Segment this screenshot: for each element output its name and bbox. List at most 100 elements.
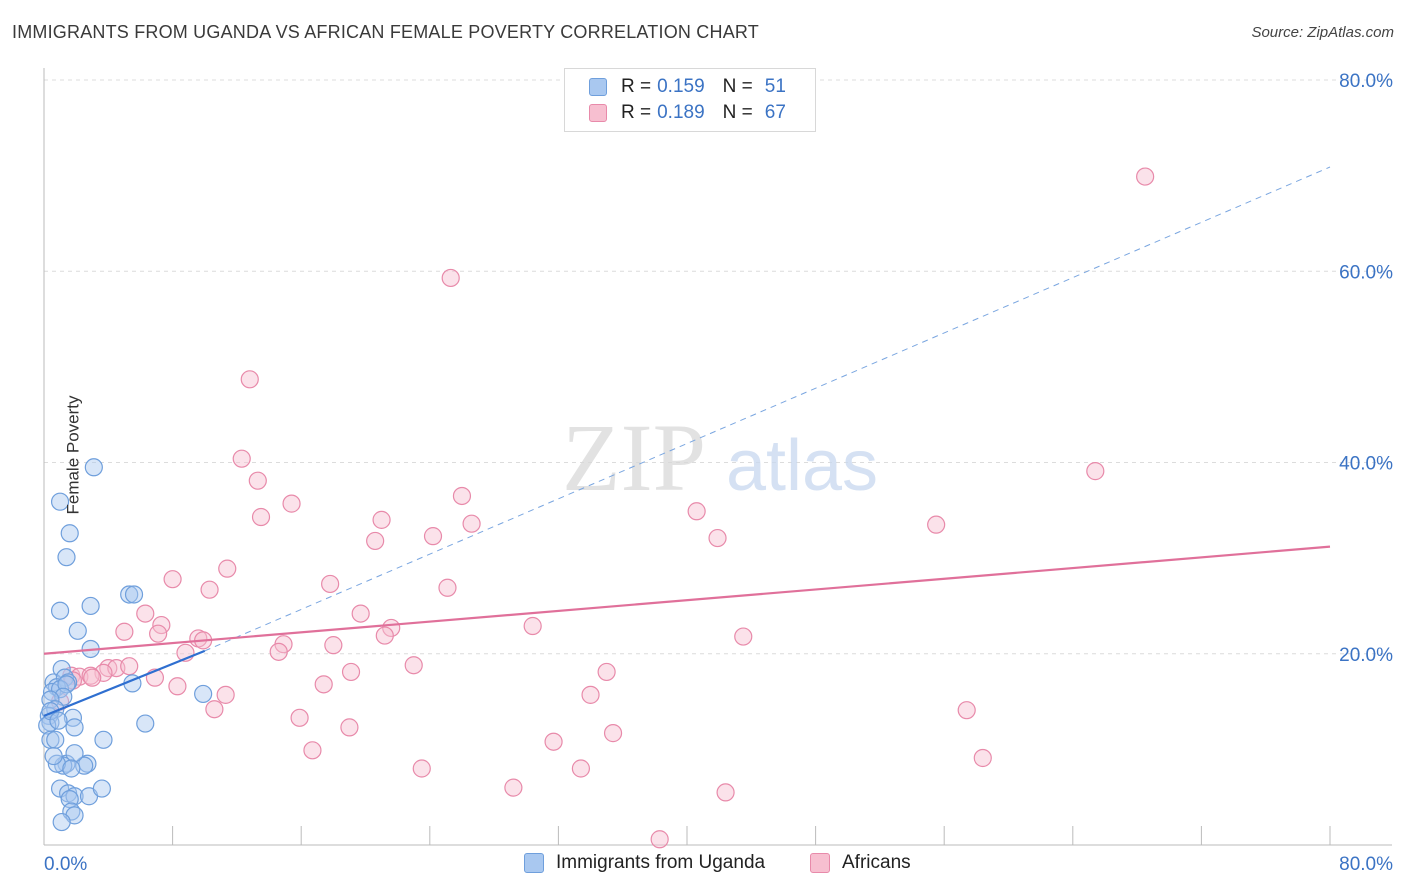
data-point-pink bbox=[341, 662, 361, 682]
x-tick-label: 0.0% bbox=[44, 854, 87, 875]
data-point-blue bbox=[124, 585, 144, 604]
y-tick-label: 40.0% bbox=[1339, 454, 1393, 475]
data-point-blue bbox=[92, 779, 111, 798]
data-point-blue bbox=[136, 714, 155, 733]
data-point-pink bbox=[205, 700, 224, 719]
data-point-pink bbox=[452, 486, 472, 506]
data-point-blue bbox=[81, 596, 100, 616]
data-point-pink bbox=[218, 559, 237, 578]
y-tick-label: 80.0% bbox=[1339, 71, 1393, 92]
data-point-pink bbox=[581, 685, 600, 704]
trend-line-dashed-blue bbox=[204, 166, 1331, 652]
data-point-blue bbox=[50, 492, 70, 511]
data-point-pink bbox=[149, 624, 168, 643]
legend-item-africans[interactable]: Africans bbox=[810, 852, 911, 874]
data-point-pink bbox=[269, 642, 288, 661]
trend-line-blue bbox=[43, 649, 206, 717]
legend-r-value: 0.189 bbox=[657, 102, 705, 123]
data-point-pink bbox=[716, 783, 735, 802]
legend-swatch-pink bbox=[810, 853, 830, 873]
data-point-pink bbox=[163, 570, 182, 589]
data-point-pink bbox=[303, 741, 322, 760]
data-point-pink bbox=[544, 732, 563, 751]
legend-n-value: 51 bbox=[764, 76, 786, 97]
legend-label-africans: Africans bbox=[842, 852, 911, 873]
axis-layer bbox=[43, 68, 1392, 846]
data-point-pink bbox=[504, 778, 523, 797]
y-axis-label: Female Poverty bbox=[63, 395, 83, 515]
data-point-pink bbox=[200, 580, 219, 599]
data-point-pink bbox=[571, 759, 591, 778]
data-point-blue bbox=[60, 524, 79, 543]
legend-swatch-blue bbox=[524, 853, 544, 873]
source-label: Source: ZipAtlas.com bbox=[1251, 24, 1394, 41]
data-point-blue bbox=[84, 458, 103, 477]
data-point-pink bbox=[115, 622, 134, 641]
data-point-pink bbox=[441, 268, 460, 288]
data-point-pink bbox=[973, 748, 992, 768]
data-point-pink bbox=[83, 668, 102, 687]
data-point-pink bbox=[136, 604, 155, 623]
data-point-pink bbox=[597, 662, 616, 682]
data-point-blue bbox=[94, 730, 113, 749]
y-tick-label: 60.0% bbox=[1339, 262, 1393, 283]
trend-layer bbox=[43, 166, 1331, 717]
data-point-pink bbox=[248, 471, 267, 490]
data-point-pink bbox=[404, 656, 423, 675]
data-point-blue bbox=[194, 684, 213, 704]
data-point-pink bbox=[1136, 167, 1155, 186]
data-point-pink bbox=[734, 627, 753, 646]
legend-r-label: R = bbox=[621, 76, 652, 97]
legend-swatch-pink bbox=[589, 104, 607, 122]
legend-item-uganda[interactable]: Immigrants from Uganda bbox=[524, 852, 765, 874]
data-point-pink bbox=[324, 636, 343, 655]
data-point-pink bbox=[957, 701, 976, 720]
grid-layer bbox=[44, 79, 1392, 655]
y-tick-label: 20.0% bbox=[1339, 645, 1393, 666]
legend-n-value: 67 bbox=[764, 102, 786, 123]
data-point-blue bbox=[50, 601, 70, 620]
legend-row-africans: R = 0.189 N = 67 bbox=[589, 101, 786, 125]
watermark: ZIP atlas bbox=[562, 404, 878, 511]
data-point-pink bbox=[687, 502, 706, 521]
legend-r-label: R = bbox=[621, 102, 652, 123]
data-point-pink bbox=[366, 531, 385, 551]
legend-label-uganda: Immigrants from Uganda bbox=[556, 852, 766, 873]
chart-title: IMMIGRANTS FROM UGANDA VS AFRICAN FEMALE… bbox=[12, 22, 759, 42]
data-point-pink bbox=[927, 515, 946, 534]
data-point-blue bbox=[65, 718, 84, 737]
data-point-blue bbox=[44, 746, 63, 766]
data-point-pink bbox=[251, 507, 271, 527]
data-point-pink bbox=[375, 626, 394, 645]
data-point-pink bbox=[650, 830, 669, 849]
data-point-pink bbox=[1086, 462, 1105, 481]
data-point-pink bbox=[232, 449, 251, 468]
series-legend: Immigrants from Uganda Africans bbox=[0, 852, 1406, 876]
data-point-pink bbox=[438, 578, 457, 597]
data-point-blue bbox=[62, 759, 81, 778]
data-point-pink bbox=[372, 510, 391, 529]
data-point-blue bbox=[120, 585, 139, 604]
data-point-pink bbox=[321, 574, 340, 594]
legend-row-uganda: R = 0.159 N = 51 bbox=[589, 75, 786, 99]
data-point-blue bbox=[65, 744, 84, 763]
data-point-pink bbox=[168, 677, 187, 696]
data-point-pink bbox=[523, 616, 542, 636]
data-point-pink bbox=[708, 528, 727, 548]
trend-line-pink bbox=[43, 545, 1331, 655]
data-point-pink bbox=[290, 708, 309, 727]
data-point-blue bbox=[49, 711, 68, 730]
data-point-pink bbox=[603, 724, 623, 743]
x-tick-label: 80.0% bbox=[1339, 854, 1393, 875]
tick-labels: 20.0% 40.0% 60.0% 80.0% 0.0% 80.0% bbox=[44, 71, 1393, 875]
data-point-pink bbox=[120, 657, 139, 676]
watermark-atlas: atlas bbox=[726, 426, 878, 506]
data-point-blue bbox=[65, 787, 84, 806]
data-point-blue bbox=[57, 548, 76, 567]
legend-n-label: N = bbox=[722, 102, 753, 123]
legend-swatch-blue bbox=[589, 78, 607, 96]
data-point-pink bbox=[216, 685, 235, 704]
data-point-pink bbox=[412, 759, 431, 778]
data-point-pink bbox=[423, 527, 443, 546]
